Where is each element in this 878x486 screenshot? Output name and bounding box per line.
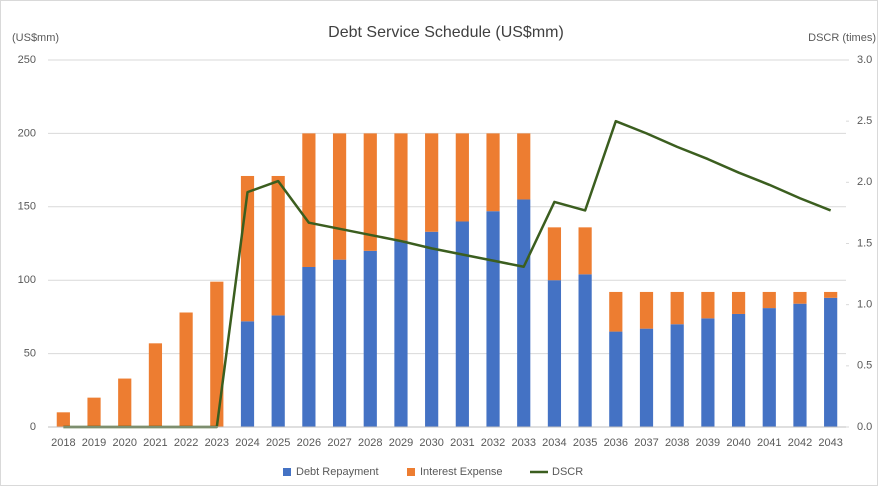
bar [363, 250, 377, 427]
chart-title: Debt Service Schedule (US$mm) [328, 24, 564, 41]
y-tick-label: 0 [30, 421, 36, 433]
x-tick-label: 2040 [726, 437, 750, 449]
bar [148, 343, 163, 427]
bar [701, 318, 715, 427]
bar [394, 240, 408, 427]
bar [547, 280, 562, 427]
y2-tick-label: 0.0 [857, 421, 872, 433]
legend-label: Debt Repayment [296, 466, 379, 478]
x-tick-label: 2026 [297, 437, 321, 449]
x-tick-label: 2028 [358, 437, 382, 449]
bar [517, 199, 531, 427]
bar [639, 291, 654, 329]
legend-swatch [407, 468, 415, 476]
bar [731, 291, 746, 314]
x-tick-label: 2023 [205, 437, 229, 449]
bar [425, 133, 439, 232]
y2-tick-label: 3.0 [857, 54, 872, 66]
bar [179, 312, 193, 427]
bar [271, 175, 285, 316]
x-tick-label: 2042 [788, 437, 812, 449]
bar [578, 274, 592, 427]
bar [824, 297, 838, 427]
x-tick-label: 2031 [450, 437, 474, 449]
x-tick-label: 2041 [757, 437, 781, 449]
bar [762, 291, 776, 309]
bar [56, 412, 70, 427]
x-tick-label: 2025 [266, 437, 290, 449]
y-tick-label: 50 [24, 348, 36, 360]
legend-label: Interest Expense [420, 466, 503, 478]
x-tick-label: 2030 [419, 437, 443, 449]
bar [762, 308, 776, 427]
x-tick-label: 2027 [327, 437, 351, 449]
bar [455, 133, 469, 222]
bar [240, 321, 255, 427]
y-tick-label: 150 [18, 201, 36, 213]
bar [210, 281, 224, 427]
bar [547, 227, 562, 281]
x-tick-label: 2018 [51, 437, 75, 449]
bar [670, 291, 684, 325]
bar [302, 133, 316, 267]
bar [793, 291, 807, 304]
bar [609, 291, 623, 332]
bar [271, 315, 285, 427]
y-tick-label: 100 [18, 274, 36, 286]
bar [793, 303, 807, 427]
bar [578, 227, 592, 275]
bar [425, 231, 439, 427]
x-tick-label: 2022 [174, 437, 198, 449]
y-tick-label: 200 [18, 127, 36, 139]
y2-tick-label: 1.5 [857, 237, 872, 249]
x-tick-label: 2033 [511, 437, 535, 449]
y2-tick-label: 1.0 [857, 299, 872, 311]
y2-tick-label: 2.5 [857, 115, 872, 127]
bar [363, 133, 377, 251]
bar [118, 378, 132, 427]
bar [731, 313, 746, 427]
y2-axis-label: DSCR (times) [808, 32, 876, 44]
bar [486, 133, 500, 212]
bar [332, 259, 347, 427]
x-tick-label: 2019 [82, 437, 106, 449]
x-tick-label: 2020 [112, 437, 136, 449]
x-tick-label: 2021 [143, 437, 167, 449]
bar [609, 331, 623, 427]
x-tick-label: 2039 [696, 437, 720, 449]
legend-label: DSCR [552, 466, 583, 478]
bar [332, 133, 347, 260]
y2-tick-label: 2.0 [857, 176, 872, 188]
bar [517, 133, 531, 200]
x-tick-label: 2036 [604, 437, 628, 449]
x-tick-label: 2038 [665, 437, 689, 449]
x-tick-label: 2032 [481, 437, 505, 449]
bar [824, 291, 838, 298]
x-tick-label: 2029 [389, 437, 413, 449]
bar [455, 221, 469, 427]
bar [87, 397, 101, 427]
bar [670, 324, 684, 427]
x-tick-label: 2043 [818, 437, 842, 449]
y-axis-label: (US$mm) [12, 32, 59, 44]
bar [639, 328, 654, 427]
y2-tick-label: 0.5 [857, 360, 872, 372]
bar [701, 291, 715, 319]
y-tick-label: 250 [18, 54, 36, 66]
bar [394, 133, 408, 241]
bar [302, 266, 316, 427]
bar [486, 211, 500, 427]
legend-swatch [283, 468, 291, 476]
x-tick-label: 2034 [542, 437, 566, 449]
x-tick-label: 2024 [235, 437, 259, 449]
x-tick-label: 2035 [573, 437, 597, 449]
x-tick-label: 2037 [634, 437, 658, 449]
